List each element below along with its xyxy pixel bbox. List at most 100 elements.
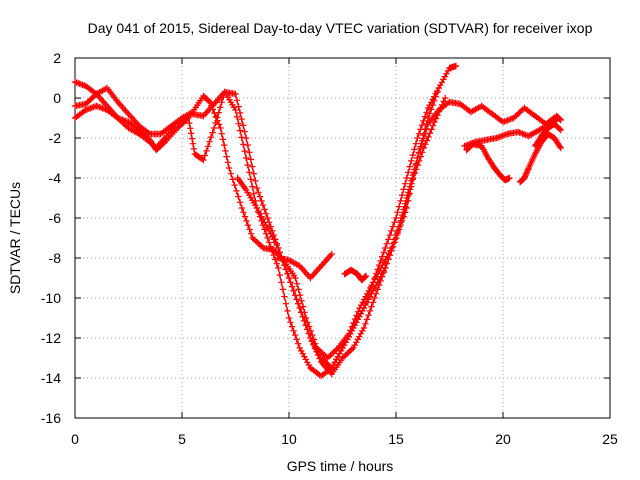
data-point-marker xyxy=(419,149,426,156)
data-point-marker xyxy=(304,326,311,333)
data-point-marker xyxy=(298,297,305,305)
data-point-marker xyxy=(82,100,89,108)
data-point-marker xyxy=(291,331,299,339)
data-point-marker xyxy=(250,170,257,177)
data-point-marker xyxy=(386,231,394,239)
data-point-marker xyxy=(76,80,83,87)
data-point-marker xyxy=(391,239,398,246)
data-point-marker xyxy=(238,204,246,212)
data-point-marker xyxy=(504,117,511,124)
data-point-marker xyxy=(188,109,195,117)
y-tick-label: 0 xyxy=(53,90,61,106)
data-point-marker xyxy=(232,90,239,98)
data-point-marker xyxy=(212,113,220,121)
data-point-marker xyxy=(350,324,357,332)
data-point-marker xyxy=(414,134,421,142)
data-point-marker xyxy=(388,247,395,255)
data-point-marker xyxy=(368,303,375,310)
data-point-marker xyxy=(328,250,335,258)
data-point-marker xyxy=(383,260,390,267)
data-point-marker xyxy=(246,226,253,233)
data-point-marker xyxy=(362,272,370,280)
data-point-marker xyxy=(429,96,436,103)
data-point-marker xyxy=(377,273,384,280)
data-point-marker xyxy=(236,109,244,117)
data-point-marker xyxy=(261,226,268,233)
data-point-marker xyxy=(377,257,384,265)
data-point-marker xyxy=(219,136,227,143)
data-point-marker xyxy=(389,223,397,230)
data-point-marker xyxy=(409,176,416,183)
data-point-marker xyxy=(409,151,416,159)
data-point-marker xyxy=(418,121,426,129)
data-point-marker xyxy=(214,117,221,124)
data-point-marker xyxy=(513,111,520,119)
data-point-marker xyxy=(160,139,167,147)
data-point-marker xyxy=(204,143,212,150)
data-point-marker xyxy=(333,356,340,363)
data-point-marker xyxy=(403,204,410,212)
data-point-marker xyxy=(190,145,198,153)
data-point-marker xyxy=(296,304,303,312)
data-point-marker xyxy=(380,249,387,256)
data-point-marker xyxy=(328,364,335,372)
data-point-marker xyxy=(97,104,105,111)
data-point-marker xyxy=(408,183,415,190)
data-point-marker xyxy=(258,213,265,220)
data-point-marker xyxy=(201,152,209,159)
data-point-marker xyxy=(249,183,256,190)
data-point-marker xyxy=(246,149,253,156)
data-point-marker xyxy=(424,104,432,112)
data-point-marker xyxy=(400,213,407,220)
chart-title: Day 041 of 2015, Sidereal Day-to-day VTE… xyxy=(88,20,593,36)
data-point-marker xyxy=(252,237,259,245)
data-point-marker xyxy=(442,94,449,102)
data-point-marker xyxy=(426,110,433,117)
data-point-marker xyxy=(207,133,215,141)
data-point-marker xyxy=(281,261,288,269)
data-point-marker xyxy=(371,284,378,292)
data-point-marker xyxy=(506,174,513,182)
data-point-marker xyxy=(385,236,392,243)
data-point-marker xyxy=(224,159,232,166)
data-point-marker xyxy=(440,76,447,83)
data-point-marker xyxy=(208,102,215,109)
data-point-marker xyxy=(337,347,345,355)
data-point-marker xyxy=(119,116,126,123)
data-point-marker xyxy=(342,351,349,359)
data-point-marker xyxy=(342,339,349,346)
data-point-marker xyxy=(339,344,346,352)
data-point-marker xyxy=(415,130,423,137)
data-point-marker xyxy=(221,141,228,149)
data-point-marker xyxy=(264,234,271,242)
data-point-marker xyxy=(434,87,441,95)
data-point-marker xyxy=(405,197,412,205)
data-point-marker xyxy=(290,327,297,335)
data-point-marker xyxy=(285,274,293,282)
data-point-marker xyxy=(249,163,256,170)
data-point-marker xyxy=(365,296,372,303)
data-point-marker xyxy=(310,340,317,347)
data-point-marker xyxy=(418,140,426,147)
data-point-marker xyxy=(366,293,374,300)
data-point-marker xyxy=(345,333,352,340)
data-point-marker xyxy=(363,316,371,323)
data-point-marker xyxy=(394,209,401,216)
y-tick-label: -4 xyxy=(49,170,62,186)
data-point-marker xyxy=(307,334,314,342)
data-point-marker xyxy=(301,353,308,360)
plot-frame xyxy=(74,57,611,419)
y-tick-label: 2 xyxy=(53,50,61,66)
data-point-marker xyxy=(414,154,421,162)
data-point-marker xyxy=(267,230,274,237)
data-point-marker xyxy=(302,321,309,329)
data-point-marker xyxy=(374,279,381,286)
data-point-marker xyxy=(524,166,532,173)
data-point-marker xyxy=(348,327,355,335)
data-point-marker xyxy=(400,186,407,193)
data-point-marker xyxy=(392,214,400,222)
data-point-marker xyxy=(218,99,225,106)
data-point-marker xyxy=(188,135,196,142)
data-point-marker xyxy=(285,314,293,322)
data-point-marker xyxy=(305,330,313,337)
